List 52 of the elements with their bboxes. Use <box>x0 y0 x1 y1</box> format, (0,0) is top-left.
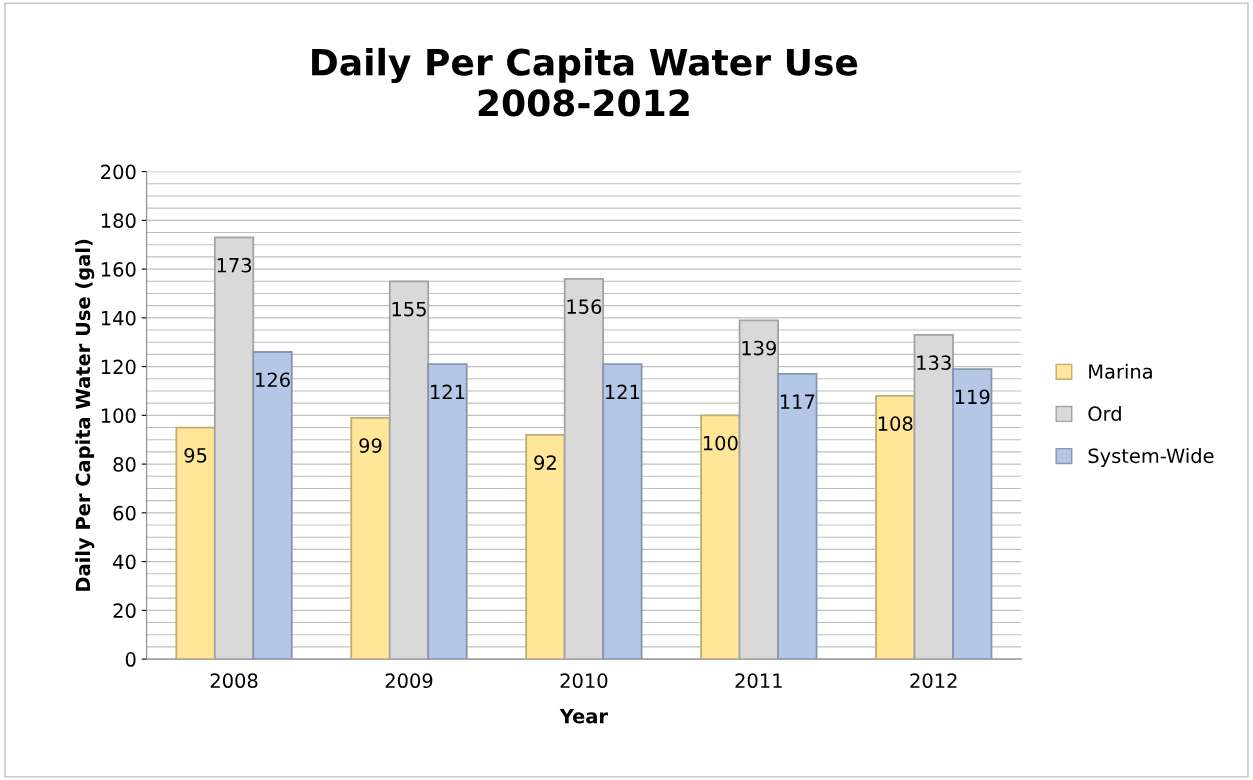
data-label: 155 <box>392 301 426 317</box>
x-tick-label: 2009 <box>385 673 433 689</box>
bar <box>213 236 255 660</box>
bar <box>602 363 643 660</box>
bar <box>427 363 468 660</box>
bar <box>252 351 293 660</box>
y-tick-label: 160 <box>101 262 136 277</box>
data-label: 126 <box>256 372 290 388</box>
data-label: 117 <box>780 394 815 409</box>
bar <box>175 426 216 660</box>
data-label: 95 <box>184 447 207 463</box>
legend-label: Ord <box>1088 405 1121 421</box>
bar <box>738 319 779 660</box>
bar <box>388 280 430 660</box>
chart-title: Daily Per Capita Water Use 2008-2012 <box>312 47 858 117</box>
y-axis-title: Daily Per Capita Water Use (gal) <box>75 239 95 591</box>
data-label: 121 <box>431 384 465 400</box>
y-tick-label: 120 <box>101 359 136 375</box>
x-tick-label: 2010 <box>560 673 608 689</box>
bar <box>525 433 566 660</box>
bar <box>875 394 916 660</box>
y-tick-label: 60 <box>113 505 136 521</box>
data-label: 100 <box>703 435 738 451</box>
x-tick-label: 2011 <box>735 673 782 689</box>
legend-label: System-Wide <box>1088 448 1214 467</box>
x-axis-title: Year <box>559 709 608 724</box>
bar <box>777 373 818 660</box>
data-label: 139 <box>742 340 777 356</box>
data-label: 108 <box>878 416 913 431</box>
y-tick-label: 0 <box>125 652 136 667</box>
y-tick-label: 80 <box>113 457 136 472</box>
legend-label: Marina <box>1089 363 1152 379</box>
y-tick-label: 20 <box>113 603 136 619</box>
data-label: 156 <box>567 299 602 314</box>
data-label: 121 <box>605 384 640 400</box>
x-tick-label: 2012 <box>910 673 957 689</box>
y-tick-label: 100 <box>101 408 136 424</box>
data-label: 133 <box>917 355 951 371</box>
x-tick-label: 2008 <box>210 673 258 689</box>
bar <box>700 414 741 660</box>
data-label: 99 <box>359 438 382 453</box>
y-tick-label: 180 <box>101 213 136 229</box>
data-label: 173 <box>217 257 252 273</box>
data-label: 92 <box>534 455 556 470</box>
bar <box>952 368 993 660</box>
bar <box>563 277 605 660</box>
y-tick-label: 200 <box>101 164 136 180</box>
y-tick-label: 140 <box>101 310 136 326</box>
bar <box>913 334 954 660</box>
bar <box>350 416 391 660</box>
data-label: 119 <box>955 389 990 405</box>
y-tick-label: 40 <box>113 554 136 570</box>
